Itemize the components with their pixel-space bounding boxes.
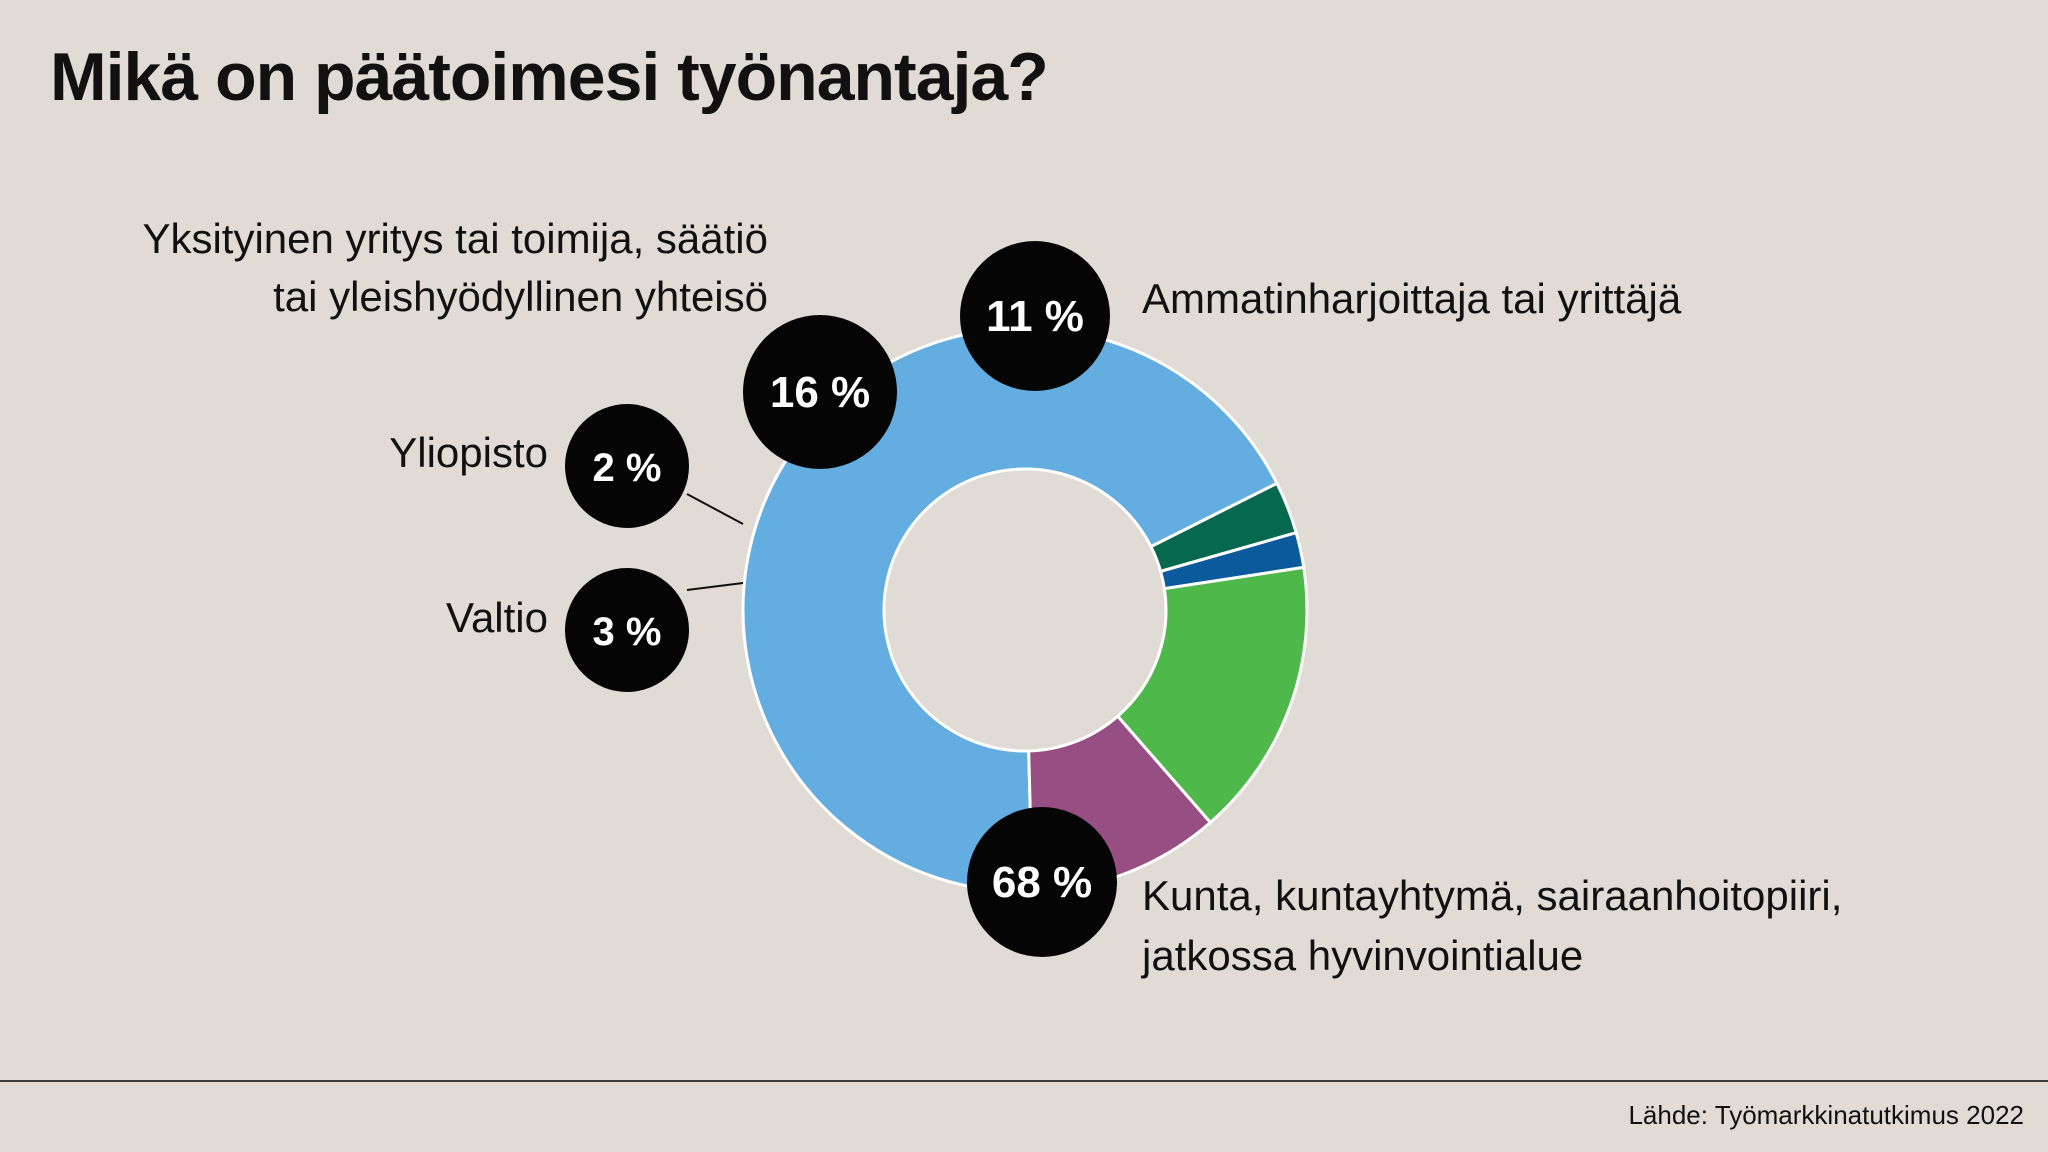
leader-lines bbox=[686, 493, 744, 591]
donut-chart: 68 % 3 % 2 % 16 % 11 % Kunta, kuntayhtymä, s… bbox=[142, 215, 1842, 979]
category-labels: Kunta, kuntayhtymä, sairaanhoitopiiri, ja… bbox=[142, 215, 1842, 979]
donut-slice bbox=[1115, 565, 1309, 825]
value-label: 68 % bbox=[992, 858, 1092, 907]
value-label: 3 % bbox=[593, 610, 662, 654]
leader-line bbox=[686, 582, 744, 591]
category-label: Valtio bbox=[446, 594, 548, 641]
category-label: Yliopisto bbox=[389, 429, 548, 476]
source-note: Lähde: Työmarkkinatutkimus 2022 bbox=[1628, 1100, 2024, 1130]
value-badges: 68 % 3 % 2 % 16 % 11 % bbox=[565, 241, 1117, 957]
value-badge bbox=[565, 568, 689, 692]
category-label: Yksityinen yritys tai toimija, säätiö tai… bbox=[142, 215, 768, 320]
footer-divider bbox=[0, 1080, 2048, 1082]
value-label: 2 % bbox=[593, 446, 662, 490]
value-badge bbox=[743, 315, 897, 469]
category-label: Ammatinharjoittaja tai yrittäjä bbox=[1142, 275, 1682, 322]
value-badge bbox=[960, 241, 1110, 391]
chart-title: Mikä on päätoimesi työnantaja? bbox=[50, 39, 1049, 115]
category-label: Kunta, kuntayhtymä, sairaanhoitopiiri, ja… bbox=[1140, 872, 1842, 979]
value-label: 16 % bbox=[770, 368, 870, 417]
value-badge bbox=[967, 807, 1117, 957]
donut-slice bbox=[741, 326, 1279, 894]
value-badge bbox=[565, 404, 689, 528]
leader-line bbox=[686, 493, 744, 525]
value-label: 11 % bbox=[986, 292, 1084, 341]
